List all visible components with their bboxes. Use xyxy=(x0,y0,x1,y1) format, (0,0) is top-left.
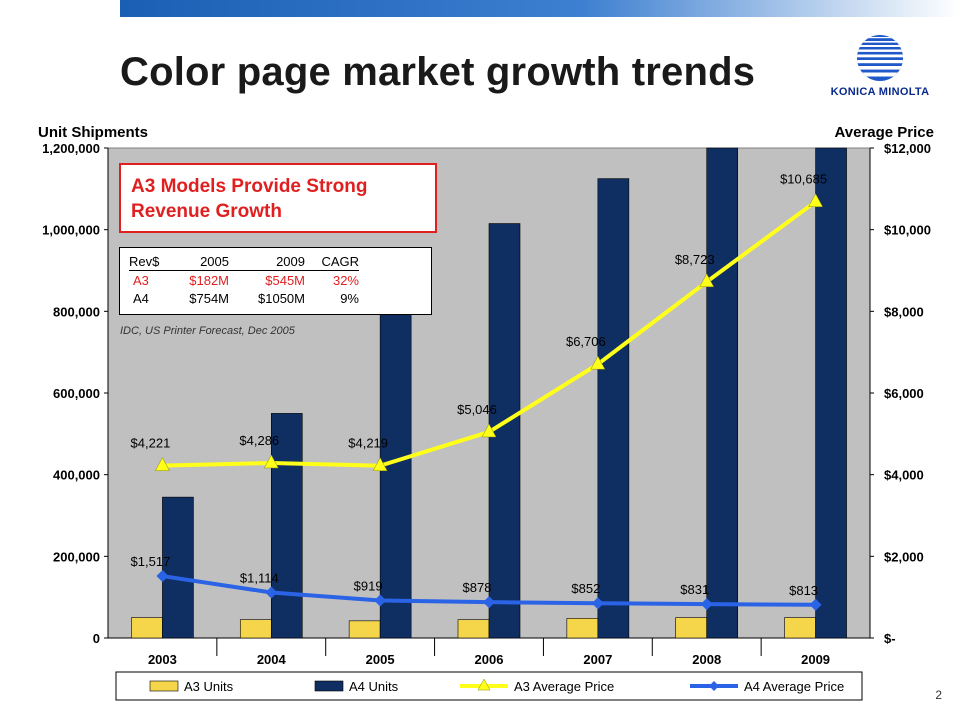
legend-label: A3 Units xyxy=(184,679,234,694)
revenue-table-header: Rev$ 2005 2009 CAGR xyxy=(129,252,359,271)
right-tick-label: $8,000 xyxy=(884,304,924,319)
logo-globe-icon xyxy=(857,35,903,81)
a4-price-marker xyxy=(483,596,495,609)
a4-price-label: $813 xyxy=(789,583,818,598)
legend-marker xyxy=(477,678,491,691)
row-a3-label: A3 xyxy=(133,272,149,288)
a3-price-label: $4,221 xyxy=(131,436,171,451)
header-2005: 2005 xyxy=(175,252,229,271)
left-tick-label: 600,000 xyxy=(53,386,100,401)
x-tick-label: 2004 xyxy=(257,652,287,667)
bar-a4-units xyxy=(162,496,194,639)
callout-line-2: Revenue Growth xyxy=(131,201,282,222)
a3-price-marker xyxy=(155,457,170,471)
revenue-row-a4: A4 $754M $1050M 9% xyxy=(129,289,359,307)
a3-price-marker xyxy=(372,457,388,471)
a4-price-marker xyxy=(156,570,169,583)
left-tick-label: 800,000 xyxy=(53,304,100,319)
left-axis-title: Unit Shipments xyxy=(38,124,149,141)
legend-marker xyxy=(709,681,719,691)
row-a4-2009: $1050M xyxy=(258,290,305,306)
legend-swatch xyxy=(149,680,179,692)
bar-a4-units xyxy=(706,147,739,639)
a3-price-marker xyxy=(590,355,606,370)
right-tick-label: $4,000 xyxy=(884,468,924,483)
bar-a4-units xyxy=(597,178,630,639)
left-tick-label: 1,000,000 xyxy=(42,223,100,238)
bar-a3-units xyxy=(348,620,381,639)
a4-price-marker xyxy=(700,598,713,611)
a4-price-label: $1,114 xyxy=(240,571,279,586)
bar-a3-units xyxy=(457,619,490,639)
a4-price-label: $852 xyxy=(571,581,600,596)
a4-price-marker xyxy=(265,586,278,599)
x-tick-label: 2007 xyxy=(583,652,612,667)
a3-price-label: $4,286 xyxy=(239,433,279,448)
header-rev: Rev$ xyxy=(129,252,175,271)
header-2009: 2009 xyxy=(229,252,305,271)
x-tick-label: 2006 xyxy=(475,652,504,667)
bar-a3-units xyxy=(675,617,708,639)
a3-price-label: $6,706 xyxy=(566,334,606,349)
a3-price-label: $5,046 xyxy=(457,402,497,417)
x-tick-label: 2008 xyxy=(692,652,721,667)
row-a3-2009: $545M xyxy=(265,272,305,288)
a4-price-marker xyxy=(374,594,387,607)
legend-label: A4 Average Price xyxy=(744,679,844,694)
row-a4-label: A4 xyxy=(133,290,149,306)
legend-label: A4 Units xyxy=(349,679,399,694)
x-tick-label: 2009 xyxy=(801,652,830,667)
a3-price-label: $8,723 xyxy=(675,252,715,267)
revenue-row-a3: A3 $182M $545M 32% xyxy=(129,271,359,290)
left-tick-label: 200,000 xyxy=(53,549,100,564)
row-a4-cagr: 9% xyxy=(340,290,359,306)
a4-price-label: $831 xyxy=(680,582,709,597)
bar-a3-units xyxy=(239,619,272,639)
a3-price-marker xyxy=(699,273,715,288)
bar-a3-units xyxy=(784,617,816,639)
a4-price-marker xyxy=(809,598,822,611)
bar-a4-units xyxy=(815,147,847,639)
logo-text: KONICA MINOLTA xyxy=(830,86,930,98)
callout-box: A3 Models Provide Strong Revenue Growth xyxy=(119,163,437,233)
bar-a4-units xyxy=(270,413,303,639)
left-tick-label: 1,200,000 xyxy=(42,141,100,156)
a3-price-marker xyxy=(263,454,279,469)
a3-price-label: $4,219 xyxy=(348,436,388,451)
legend-label: A3 Average Price xyxy=(514,679,614,694)
page-number: 2 xyxy=(935,688,942,702)
a4-price-label: $878 xyxy=(463,580,492,595)
a4-price-marker xyxy=(591,597,604,610)
source-note: IDC, US Printer Forecast, Dec 2005 xyxy=(120,325,295,337)
row-a3-cagr: 32% xyxy=(332,272,359,288)
row-a4-2005: $754M xyxy=(189,290,229,306)
a3-price-label: $10,685 xyxy=(780,172,827,187)
right-axis-title: Average Price xyxy=(834,124,934,141)
callout-line-1: A3 Models Provide Strong xyxy=(131,176,368,197)
right-tick-label: $2,000 xyxy=(884,549,924,564)
right-tick-label: $10,000 xyxy=(884,223,931,238)
a4-price-label: $919 xyxy=(354,578,383,593)
x-tick-label: 2003 xyxy=(148,652,177,667)
legend-swatch xyxy=(314,680,344,692)
left-tick-label: 0 xyxy=(93,631,100,646)
left-tick-label: 400,000 xyxy=(53,468,100,483)
a3-price-marker xyxy=(808,193,823,207)
top-accent-bar xyxy=(120,0,960,17)
company-logo: KONICA MINOLTA xyxy=(826,34,934,104)
revenue-table: Rev$ 2005 2009 CAGR A3 $182M $545M 32% A… xyxy=(119,247,432,315)
right-tick-label: $12,000 xyxy=(884,141,931,156)
bar-a3-units xyxy=(131,617,163,639)
header-cagr: CAGR xyxy=(305,252,359,271)
x-tick-label: 2005 xyxy=(366,652,395,667)
right-tick-label: $- xyxy=(884,631,896,646)
a4-price-label: $1,517 xyxy=(131,554,171,569)
right-tick-label: $6,000 xyxy=(884,386,924,401)
a3-price-marker xyxy=(481,423,497,438)
row-a3-2005: $182M xyxy=(189,272,229,288)
bar-a4-units xyxy=(379,311,412,639)
bar-a3-units xyxy=(566,618,599,639)
slide-title: Color page market growth trends xyxy=(120,50,756,94)
